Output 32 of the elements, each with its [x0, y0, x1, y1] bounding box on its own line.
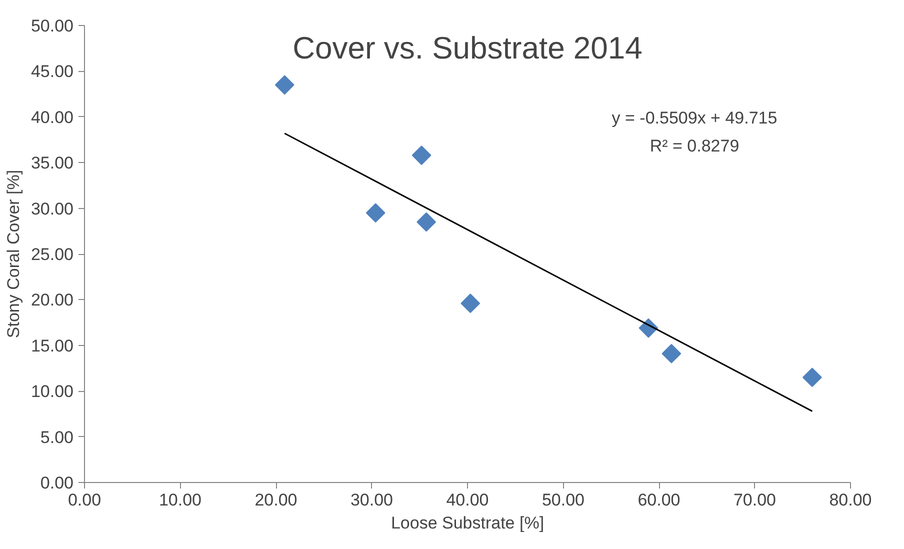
chart-title: Cover vs. Substrate 2014 — [292, 30, 642, 66]
point — [412, 146, 432, 165]
annotation: y = -0.5509x + 49.715 — [612, 108, 778, 128]
x-tick-label: 70.00 — [733, 490, 776, 510]
x-tick-label: 10.00 — [158, 490, 202, 510]
x-tick-label: 50.00 — [542, 490, 585, 510]
y-tick-label: 50.00 — [30, 16, 74, 36]
point — [416, 212, 436, 232]
y-tick-label: 35.00 — [30, 154, 74, 173]
y-tick-label: 25.00 — [30, 245, 74, 264]
x-tick-label: 80.00 — [829, 490, 872, 510]
point — [274, 75, 294, 95]
x-tick-label: 40.00 — [446, 490, 489, 510]
y-tick-label: 10.00 — [30, 382, 74, 402]
point — [662, 344, 682, 364]
x-axis-title: Loose Substrate [%] — [390, 514, 544, 532]
y-tick-label: 0.00 — [40, 474, 74, 492]
x-tick-label: 0.00 — [68, 490, 102, 510]
point — [366, 203, 386, 223]
point — [460, 294, 480, 314]
x-tick-label: 20.00 — [254, 490, 298, 510]
y-tick-label: 45.00 — [30, 62, 74, 82]
annotation: R² = 0.8279 — [650, 136, 740, 156]
x-tick-label: 30.00 — [350, 490, 394, 510]
y-tick-label: 5.00 — [40, 428, 74, 447]
point — [802, 368, 822, 388]
y-axis-title: Stony Coral Cover [%] — [4, 170, 23, 338]
y-tick-label: 40.00 — [30, 108, 74, 127]
x-tick-label: 60.00 — [638, 490, 680, 510]
y-tick-label: 20.00 — [30, 290, 74, 310]
y-tick-label: 30.00 — [30, 199, 74, 218]
y-tick-label: 15.00 — [30, 336, 74, 356]
